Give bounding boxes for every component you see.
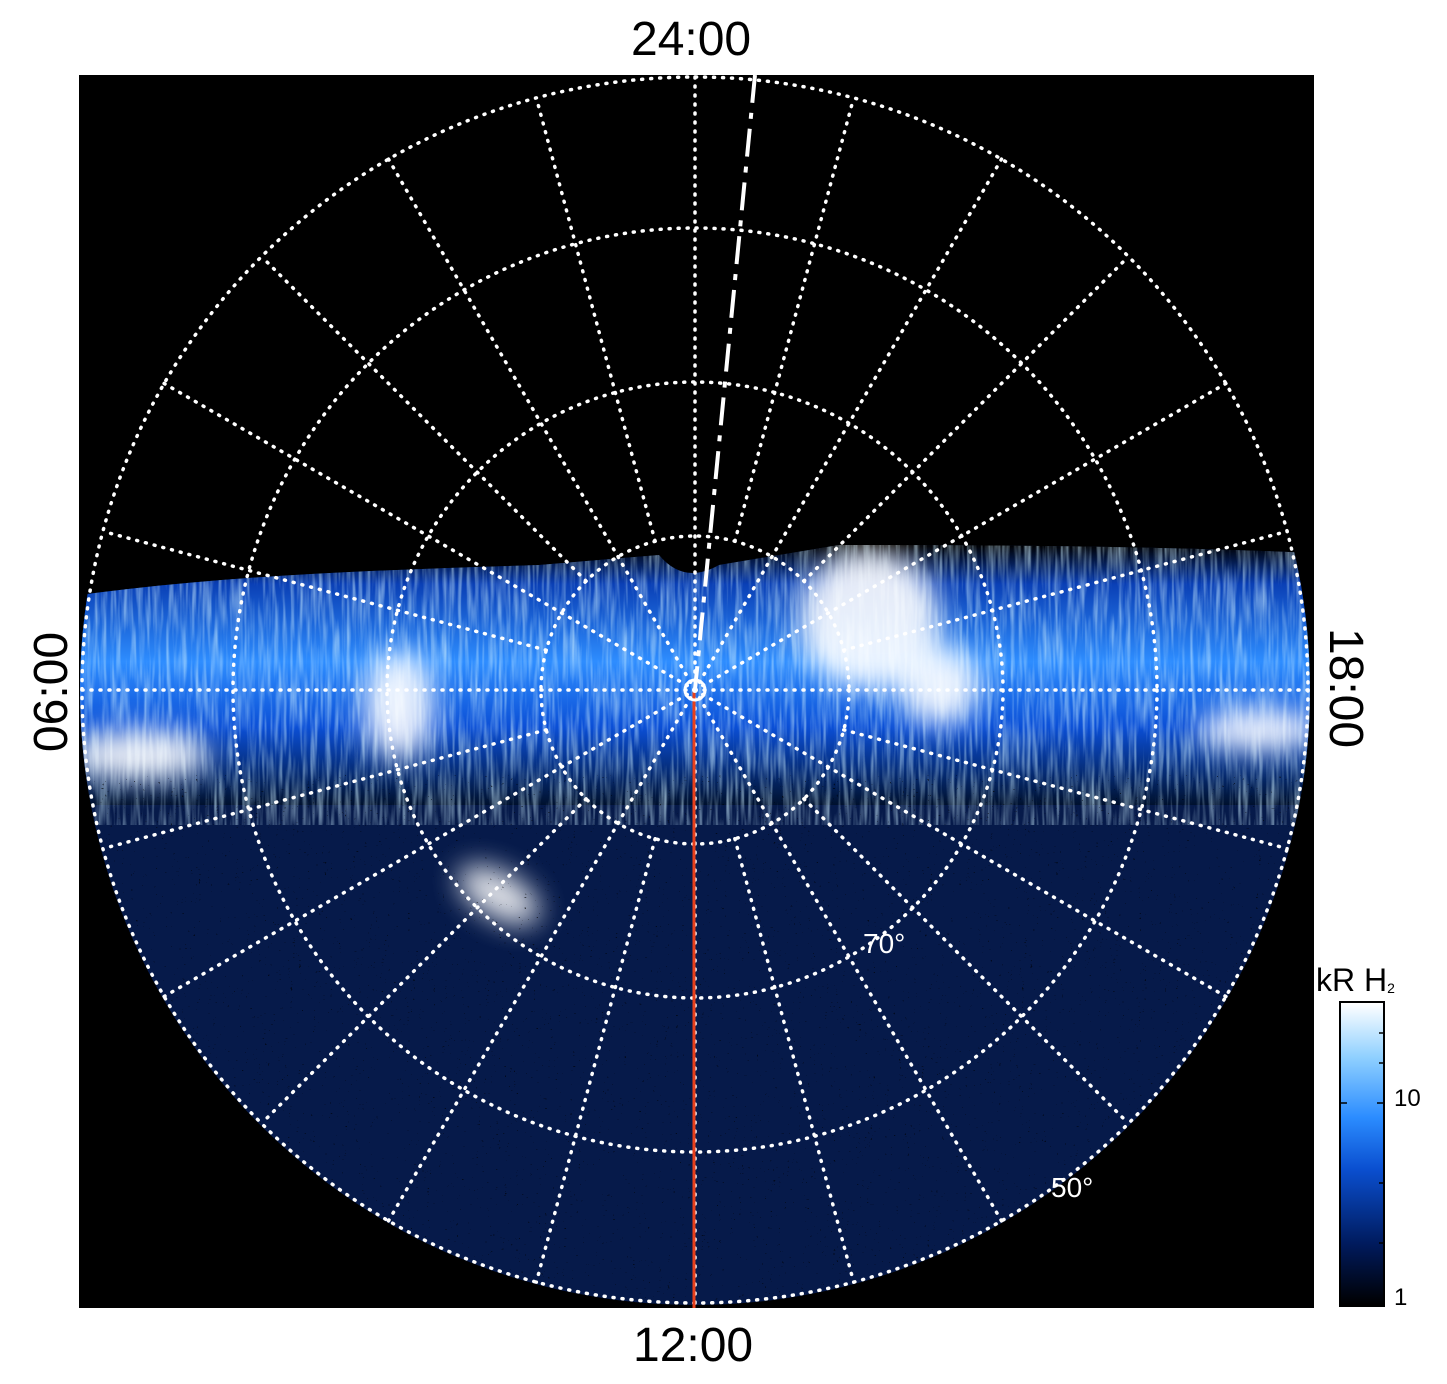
colorbar-title: kR H2 [1316, 962, 1395, 998]
longitude-line [386, 157, 697, 692]
colorbar-gradient [1341, 1003, 1383, 1305]
colorbar-tick-label: 10 [1394, 1085, 1421, 1112]
colorbar [1339, 1001, 1385, 1307]
local-time-label-dusk: 18:00 [1319, 627, 1372, 749]
local-time-label-noon: 12:00 [633, 1319, 754, 1372]
colorbar-tick-label: 1 [1394, 1284, 1408, 1311]
longitude-line [693, 381, 1228, 692]
longitude-line [162, 688, 697, 999]
latitude-label-50: 50° [1051, 1172, 1093, 1203]
polar-projection-svg: 70° 50° [80, 75, 1310, 1308]
pole-dot [692, 687, 698, 693]
longitude-line [733, 96, 856, 543]
longitude-line [693, 688, 1004, 1223]
local-time-label-midnight: 24:00 [631, 13, 752, 66]
longitude-line [386, 688, 697, 1223]
longitude-line [693, 157, 1004, 692]
longitude-line [162, 381, 697, 692]
latitude-label-70: 70° [863, 928, 905, 959]
reference-longitude-line [693, 75, 757, 691]
local-time-label-dawn: 06:00 [25, 631, 78, 753]
polar-projection-plot: 70° 50° [79, 75, 1314, 1308]
pole-marker-icon [683, 678, 707, 702]
latitude-circle [231, 226, 1159, 1154]
longitude-line [534, 96, 657, 543]
longitude-line [693, 688, 1228, 999]
